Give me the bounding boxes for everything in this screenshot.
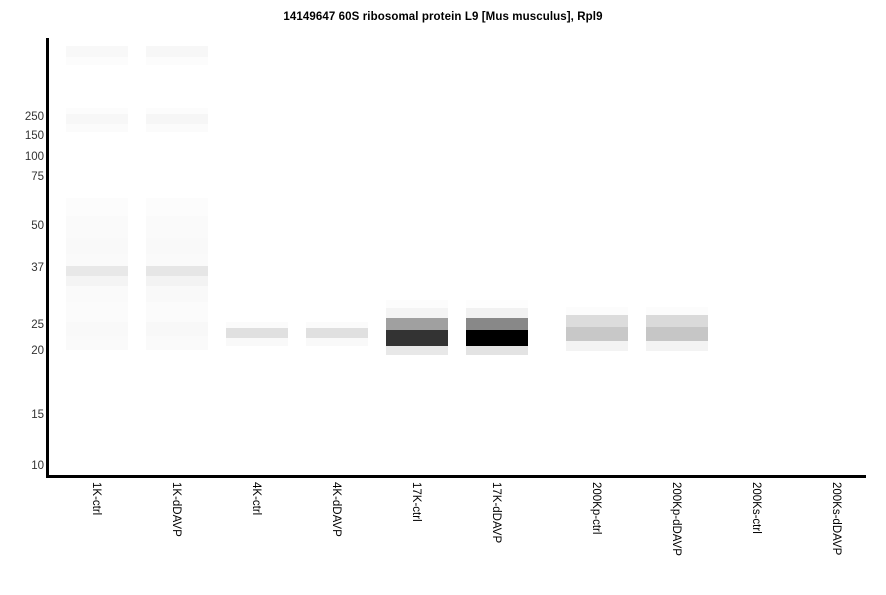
x-tick-label: 17K-dDAVP [490,482,502,544]
gel-band [146,336,208,350]
x-tick-label: 17K-ctrl [410,482,422,522]
gel-band [66,266,128,276]
gel-band [466,318,528,330]
x-tick-label: 200Ks-ctrl [750,482,762,534]
gel-band [66,108,128,114]
x-tick-label: 4K-dDAVP [330,482,342,537]
x-tick-label: 1K-ctrl [90,482,102,516]
gel-band [66,57,128,65]
gel-band [66,286,128,302]
gel-lane [386,38,448,475]
y-tick-label: 15 [31,409,44,421]
gel-band [646,341,708,351]
gel-band [466,308,528,318]
y-tick-label: 75 [31,171,44,183]
gel-band [66,114,128,124]
y-tick-label: 100 [24,151,44,163]
gel-band [306,338,368,346]
gel-band [146,266,208,276]
gel-band [66,46,128,57]
gel-band [466,330,528,346]
gel-band [566,327,628,341]
gel-band [306,328,368,338]
gel-band [646,315,708,327]
gel-band [66,276,128,286]
gel-band [146,216,208,238]
y-tick-label: 50 [31,220,44,232]
gel-lane [146,38,208,475]
gel-band [66,198,128,216]
gel-band [386,346,448,355]
y-axis-tick-labels: 250 150 100 75 50 37 25 20 15 10 [0,0,44,595]
gel-band [226,322,288,328]
y-tick-label: 250 [24,111,44,123]
gel-band [66,254,128,266]
gel-lane [646,38,708,475]
x-axis-line [46,475,866,478]
gel-band [146,198,208,216]
gel-band [386,318,448,330]
gel-lane [66,38,128,475]
gel-band [146,276,208,286]
gel-band [66,124,128,132]
gel-band [566,341,628,351]
gel-band [386,330,448,346]
gel-plot-area [49,38,866,475]
gel-lane [466,38,528,475]
x-tick-label: 200Ks-dDAVP [830,482,842,556]
gel-lane [306,38,368,475]
gel-band [146,254,208,266]
x-tick-label: 200Kp-ctrl [590,482,602,535]
gel-band [66,238,128,254]
gel-band [226,328,288,338]
gel-band [146,114,208,124]
y-axis-line [46,38,49,478]
x-tick-label: 200Kp-dDAVP [670,482,682,556]
gel-band [566,315,628,327]
gel-band [146,322,208,336]
gel-band [146,302,208,322]
y-tick-label: 25 [31,319,44,331]
gel-band [66,302,128,322]
gel-band [146,124,208,132]
y-tick-label: 150 [24,130,44,142]
gel-band [66,336,128,350]
gel-band [306,322,368,328]
gel-band [226,338,288,346]
gel-band [146,57,208,65]
gel-band [146,238,208,254]
gel-band [466,300,528,308]
gel-lane [566,38,628,475]
gel-band [66,216,128,238]
page-title: 14149647 60S ribosomal protein L9 [Mus m… [283,11,603,23]
gel-band [646,307,708,315]
gel-band [466,346,528,355]
y-tick-label: 20 [31,345,44,357]
x-tick-label: 4K-ctrl [250,482,262,516]
gel-band [146,46,208,57]
gel-band [146,286,208,302]
gel-band [566,307,628,315]
gel-band [386,308,448,318]
x-tick-label: 1K-dDAVP [170,482,182,537]
y-tick-label: 10 [31,460,44,472]
gel-band [146,108,208,114]
gel-lane [226,38,288,475]
gel-band [646,327,708,341]
gel-band [386,300,448,308]
y-tick-label: 37 [31,262,44,274]
gel-band [66,322,128,336]
